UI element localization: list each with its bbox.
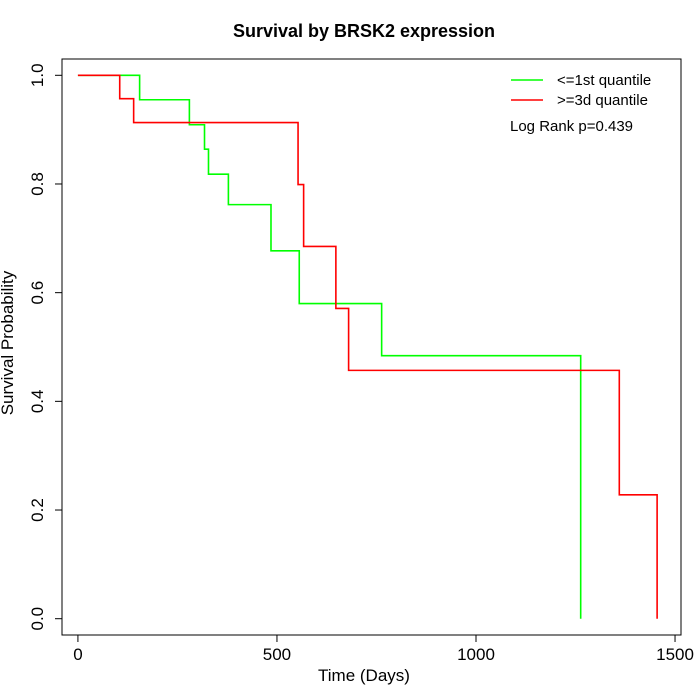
series-line-1 bbox=[77, 74, 658, 619]
y-tick-label: 0.4 bbox=[28, 390, 47, 414]
x-axis: 0 500 1000 1500 bbox=[73, 634, 694, 664]
x-axis-label: Time (Days) bbox=[318, 666, 410, 685]
legend-label: <=1st quantile bbox=[557, 72, 651, 89]
y-tick-label: 0.0 bbox=[28, 607, 47, 631]
x-tick-label: 500 bbox=[263, 645, 291, 664]
log-rank-annotation: Log Rank p=0.439 bbox=[510, 118, 633, 135]
legend-label: >=3d quantile bbox=[557, 92, 648, 109]
y-tick-label: 1.0 bbox=[28, 63, 47, 87]
x-tick-label: 0 bbox=[73, 645, 82, 664]
chart-title: Survival by BRSK2 expression bbox=[233, 21, 495, 41]
y-tick-label: 0.6 bbox=[28, 281, 47, 305]
y-tick-label: 0.8 bbox=[28, 172, 47, 196]
series-line-0 bbox=[77, 74, 582, 619]
plot-area-border bbox=[61, 58, 682, 636]
y-tick-label: 0.2 bbox=[28, 498, 47, 522]
legend: <=1st quantile >=3d quantile bbox=[511, 72, 651, 109]
y-axis: 0.0 0.2 0.4 0.6 0.8 1.0 bbox=[28, 63, 63, 631]
series-lines bbox=[77, 74, 658, 619]
y-axis-label: Survival Probability bbox=[0, 270, 17, 415]
x-tick-label: 1500 bbox=[656, 645, 694, 664]
x-tick-label: 1000 bbox=[457, 645, 495, 664]
